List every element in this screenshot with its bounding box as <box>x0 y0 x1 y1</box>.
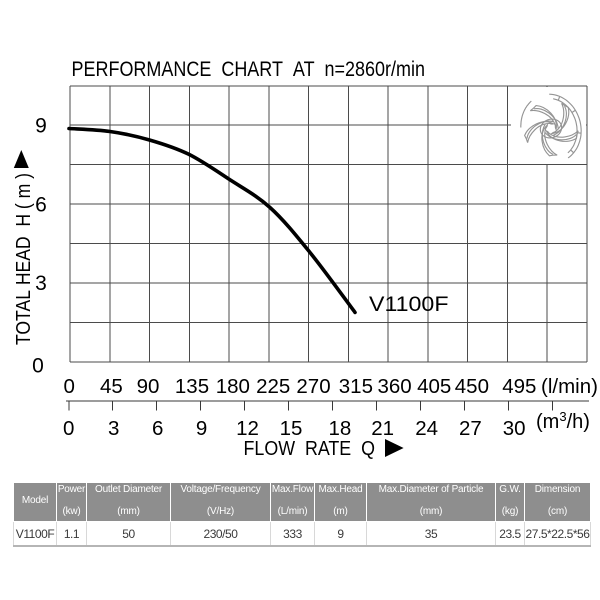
svg-text:270: 270 <box>296 375 330 398</box>
svg-text:27: 27 <box>459 417 482 440</box>
svg-text:21: 21 <box>371 417 394 440</box>
svg-text:3: 3 <box>35 272 47 295</box>
svg-text:225: 225 <box>256 375 290 398</box>
svg-text:9: 9 <box>196 417 207 440</box>
svg-text:12: 12 <box>236 417 259 440</box>
svg-text:360: 360 <box>377 375 411 398</box>
svg-text:315: 315 <box>339 375 373 398</box>
svg-text:495: 495 <box>502 375 536 398</box>
svg-text:45: 45 <box>100 375 123 398</box>
svg-text:135: 135 <box>175 375 209 398</box>
svg-text:24: 24 <box>415 417 438 440</box>
svg-text:180: 180 <box>216 375 250 398</box>
svg-text:0: 0 <box>32 355 44 378</box>
svg-text:0: 0 <box>63 375 74 398</box>
svg-text:3: 3 <box>108 417 119 440</box>
svg-text:90: 90 <box>137 375 160 398</box>
svg-text:0: 0 <box>63 417 74 440</box>
svg-text:(l/min): (l/min) <box>541 375 598 398</box>
svg-text:(m3/h): (m3/h) <box>536 409 590 433</box>
svg-text:6: 6 <box>152 417 163 440</box>
svg-text:405: 405 <box>417 375 451 398</box>
svg-text:30: 30 <box>503 417 526 440</box>
svg-text:9: 9 <box>35 115 47 138</box>
svg-text:V1100F: V1100F <box>369 292 449 316</box>
svg-text:450: 450 <box>455 375 489 398</box>
svg-text:PERFORMANCE CHART AT n=2860: PERFORMANCE CHART AT n=2860r/min <box>72 58 426 81</box>
svg-text:18: 18 <box>328 417 351 440</box>
svg-text:6: 6 <box>35 194 47 217</box>
svg-text:TOTAL HEAD H ( m ): TOTAL HEAD H ( m ) <box>12 173 35 345</box>
svg-text:FLOW RATE Q: FLOW RATE Q <box>244 437 376 460</box>
svg-text:15: 15 <box>280 417 303 440</box>
